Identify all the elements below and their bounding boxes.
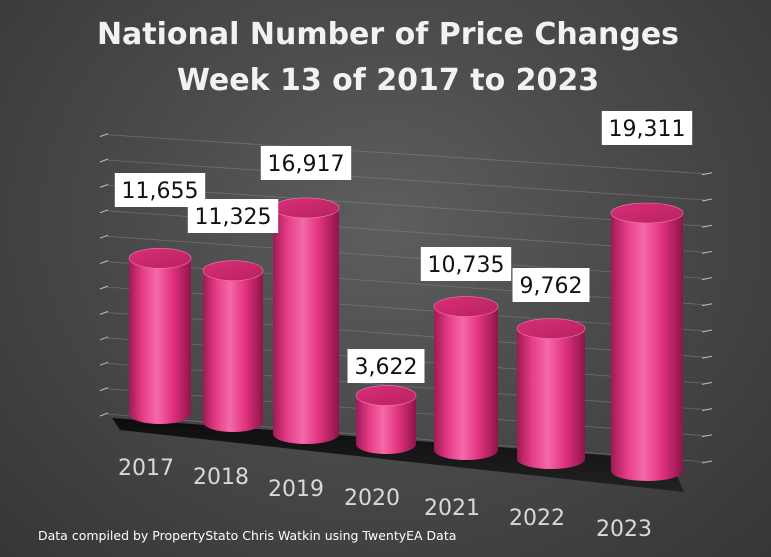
bars — [128, 197, 684, 481]
axis-tick — [99, 336, 109, 341]
axis-tick — [99, 361, 109, 366]
chart-floor — [112, 418, 684, 492]
data-label-text: 11,325 — [195, 205, 272, 230]
category-label: 2019 — [268, 477, 324, 502]
bar — [202, 260, 264, 432]
axis-tick — [701, 434, 713, 438]
gridline — [105, 159, 707, 201]
category-label: 2020 — [344, 486, 400, 511]
bar-top — [610, 202, 684, 224]
axis-tick — [701, 381, 713, 385]
axis-tick — [99, 260, 109, 265]
axis-tick — [701, 355, 713, 359]
bar-top — [355, 385, 417, 406]
axis-tick — [99, 209, 109, 214]
axis-tick — [99, 285, 109, 290]
axis-tick — [99, 310, 109, 315]
data-label-box — [601, 111, 693, 145]
bar-body — [203, 270, 263, 432]
axis-tick — [99, 133, 109, 138]
axis-tick — [701, 329, 713, 333]
data-label-text: 10,735 — [428, 253, 505, 278]
data-label: 10,735 — [420, 247, 512, 281]
axis-tick — [701, 460, 713, 464]
axis-tick — [701, 198, 713, 202]
data-label-text: 3,622 — [355, 355, 418, 380]
data-label-text: 11,655 — [122, 179, 199, 204]
data-label-text: 9,762 — [520, 274, 583, 299]
category-label: 2017 — [118, 456, 174, 481]
bar-top — [433, 296, 499, 317]
bar-top — [516, 318, 586, 339]
footnote: Data compiled by PropertyStato Chris Wat… — [38, 528, 456, 543]
data-label-box — [512, 268, 590, 302]
data-label: 3,622 — [347, 349, 425, 383]
data-label: 19,311 — [601, 111, 693, 145]
bar-body — [273, 207, 339, 444]
bar-top — [128, 247, 192, 269]
category-labels: 2017 2018 2019 2020 2021 2022 2023 — [118, 456, 652, 542]
bar — [516, 318, 586, 469]
bar — [610, 202, 684, 481]
chart-title-line-1: National Number of Price Changes — [97, 17, 679, 52]
category-label: 2022 — [509, 506, 565, 531]
bar — [355, 385, 417, 454]
data-label-box — [420, 247, 512, 281]
category-label: 2018 — [193, 465, 249, 490]
data-label: 9,762 — [512, 268, 590, 302]
data-label: 11,325 — [187, 199, 279, 233]
axis-tick — [701, 277, 713, 281]
axis-tick — [701, 408, 713, 412]
bar — [128, 247, 192, 424]
bar — [433, 296, 499, 460]
bar-body — [434, 306, 498, 460]
bar-body — [611, 213, 683, 481]
bar-body — [517, 328, 585, 469]
axis-tick — [99, 234, 109, 239]
axis-tick — [701, 224, 713, 228]
axis-tick — [99, 158, 109, 163]
axis-tick — [701, 250, 713, 254]
gridline — [105, 134, 707, 175]
data-label-box — [187, 199, 279, 233]
axis-tick — [701, 172, 713, 176]
gridline — [105, 185, 707, 227]
axis-tick — [99, 183, 109, 188]
category-label: 2021 — [424, 496, 480, 521]
data-label-box — [260, 146, 352, 180]
bar-body — [129, 258, 191, 424]
data-label-box — [347, 349, 425, 383]
data-label-text: 16,917 — [268, 152, 345, 177]
axis-tick — [701, 303, 713, 307]
data-label: 16,917 — [260, 146, 352, 180]
gridline — [105, 235, 707, 279]
data-label-text: 19,311 — [609, 117, 686, 142]
axis-tick — [99, 387, 109, 392]
bar-body — [356, 395, 416, 454]
bar — [272, 197, 340, 444]
axis-tick — [99, 412, 109, 417]
bar-top — [202, 260, 264, 281]
chart-title-line-2: Week 13 of 2017 to 2023 — [177, 63, 599, 98]
bar-top — [272, 197, 340, 219]
chart-title: National Number of Price Changes Week 13… — [97, 17, 679, 98]
category-label: 2023 — [596, 517, 652, 542]
